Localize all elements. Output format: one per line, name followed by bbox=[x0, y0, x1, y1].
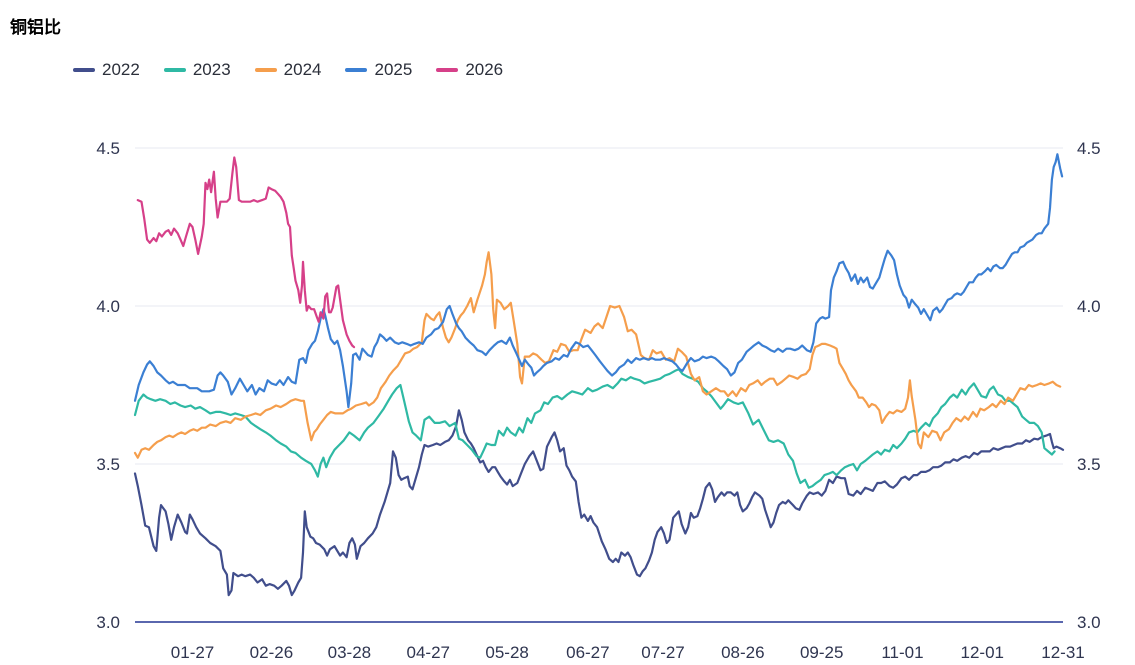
legend-item-2024[interactable]: 2024 bbox=[254, 60, 322, 80]
y-axis-label-right: 4.0 bbox=[1077, 297, 1101, 316]
y-axis-label-right: 3.5 bbox=[1077, 455, 1101, 474]
legend-dash-icon bbox=[163, 68, 186, 72]
chart-title: 铜铝比 bbox=[10, 18, 61, 37]
series-line-2023 bbox=[133, 368, 1056, 489]
legend-label: 2025 bbox=[374, 60, 413, 79]
legend-item-2022[interactable]: 2022 bbox=[73, 60, 140, 80]
y-axis-label-left: 3.5 bbox=[96, 455, 120, 474]
series-line-2026 bbox=[136, 156, 356, 349]
chart-legend: 2022 2023 2024 2025 2026 bbox=[73, 60, 503, 80]
legend-label: 2022 bbox=[102, 60, 140, 79]
x-axis-label-04-27: 04-27 bbox=[407, 643, 450, 662]
legend-item-2026[interactable]: 2026 bbox=[436, 60, 503, 80]
x-axis-label-11-01: 11-01 bbox=[881, 643, 923, 662]
y-axis-label-left: 4.5 bbox=[96, 139, 120, 158]
y-axis-label-right: 4.5 bbox=[1077, 139, 1101, 158]
legend-dash-icon bbox=[345, 68, 368, 72]
x-axis-label-12-01: 12-01 bbox=[961, 643, 1004, 662]
legend-label: 2024 bbox=[283, 60, 322, 79]
x-axis-label-06-27: 06-27 bbox=[566, 643, 609, 662]
x-axis-label-07-27: 07-27 bbox=[641, 643, 684, 662]
x-axis-label-12-31: 12-31 bbox=[1041, 643, 1084, 662]
y-axis-label-left: 4.0 bbox=[96, 297, 120, 316]
y-axis-label-right: 3.0 bbox=[1077, 613, 1101, 632]
y-axis-label-left: 3.0 bbox=[96, 613, 120, 632]
legend-dash-icon bbox=[73, 68, 95, 72]
legend-label: 2026 bbox=[465, 60, 504, 79]
legend-item-2025[interactable]: 2025 bbox=[345, 60, 412, 80]
legend-dash-icon bbox=[254, 68, 277, 72]
series-line-2022 bbox=[133, 409, 1065, 597]
series-line-2025 bbox=[133, 153, 1064, 409]
x-axis-label-02-26: 02-26 bbox=[250, 643, 293, 662]
legend-dash-icon bbox=[436, 68, 459, 72]
x-axis-label-08-26: 08-26 bbox=[721, 643, 764, 662]
legend-item-2023[interactable]: 2023 bbox=[163, 60, 231, 80]
x-axis-label-03-28: 03-28 bbox=[328, 643, 371, 662]
series-line-2024 bbox=[133, 251, 1062, 459]
x-axis-label-09-25: 09-25 bbox=[800, 643, 843, 662]
x-axis-label-05-28: 05-28 bbox=[485, 643, 528, 662]
legend-label: 2023 bbox=[192, 60, 231, 79]
x-axis-label-01-27: 01-27 bbox=[171, 643, 214, 662]
